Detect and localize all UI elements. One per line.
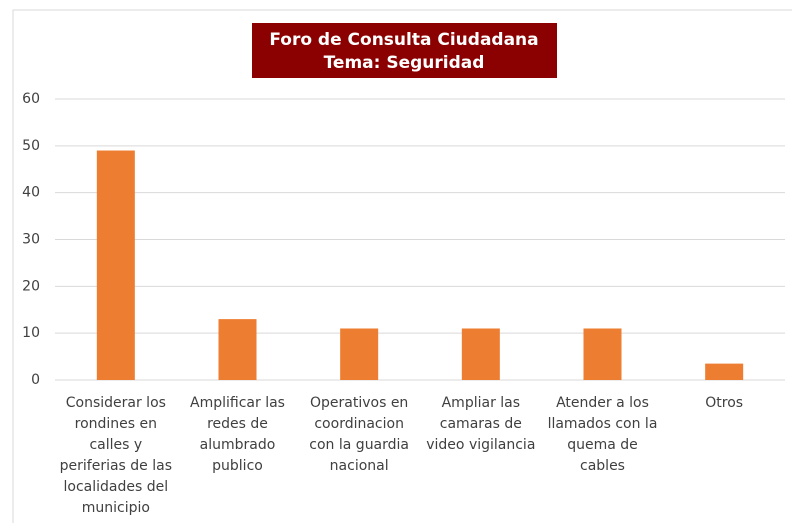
bar bbox=[218, 319, 257, 380]
y-tick-label: 0 bbox=[31, 372, 40, 388]
y-tick-label: 40 bbox=[22, 185, 40, 201]
y-tick-label: 10 bbox=[22, 325, 40, 341]
chart-subtitle: Tema: Seguridad bbox=[324, 53, 485, 73]
x-tick-label: Amplificar las redes de alumbrado public… bbox=[190, 395, 285, 474]
x-tick-label: Operativos en coordinacion con la guardi… bbox=[309, 395, 410, 474]
bar bbox=[96, 150, 135, 380]
y-tick-label: 50 bbox=[22, 138, 40, 154]
bar bbox=[705, 363, 744, 380]
y-tick-label: 30 bbox=[22, 232, 40, 248]
chart-border bbox=[12, 9, 792, 523]
bar bbox=[340, 328, 379, 380]
title-box bbox=[252, 23, 557, 78]
chart-title: Foro de Consulta Ciudadana bbox=[269, 30, 538, 50]
bar bbox=[583, 328, 622, 380]
y-tick-label: 20 bbox=[22, 278, 40, 294]
y-tick-label: 60 bbox=[22, 91, 40, 107]
x-tick-label: Otros bbox=[705, 395, 744, 411]
x-tick-label: Atender a los llamados con la quema de c… bbox=[547, 395, 658, 474]
x-tick-label: Considerar los rondines en calles y peri… bbox=[59, 395, 173, 516]
bar bbox=[461, 328, 500, 380]
x-tick-label: Ampliar las camaras de video vigilancia bbox=[426, 395, 536, 453]
